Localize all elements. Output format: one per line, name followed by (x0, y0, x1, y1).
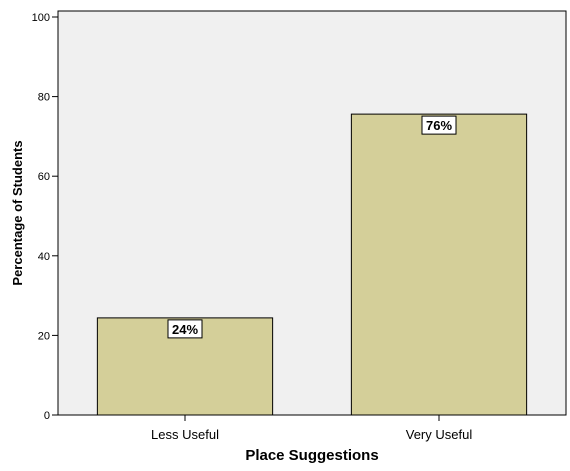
y-tick-label: 40 (38, 251, 50, 263)
y-axis-label: Percentage of Students (10, 140, 25, 285)
y-tick-label: 100 (32, 12, 50, 24)
y-axis: 0 20 40 60 80 100 (32, 12, 58, 422)
data-label-box (167, 319, 203, 339)
y-tick-label: 60 (38, 171, 50, 183)
bars-layer: 24% 76% (96, 113, 528, 416)
y-tick-label: 20 (38, 330, 50, 342)
y-tick-label: 0 (44, 410, 50, 422)
data-label-box (421, 115, 457, 135)
x-axis: Less Useful Very Useful (151, 415, 472, 442)
x-tick-label: Very Useful (406, 427, 473, 442)
x-tick-label: Less Useful (151, 427, 219, 442)
data-label: 76% (426, 118, 452, 133)
data-label: 24% (172, 322, 198, 337)
bar (350, 113, 528, 416)
y-tick-label: 80 (38, 92, 50, 104)
x-axis-label: Place Suggestions (245, 447, 378, 464)
